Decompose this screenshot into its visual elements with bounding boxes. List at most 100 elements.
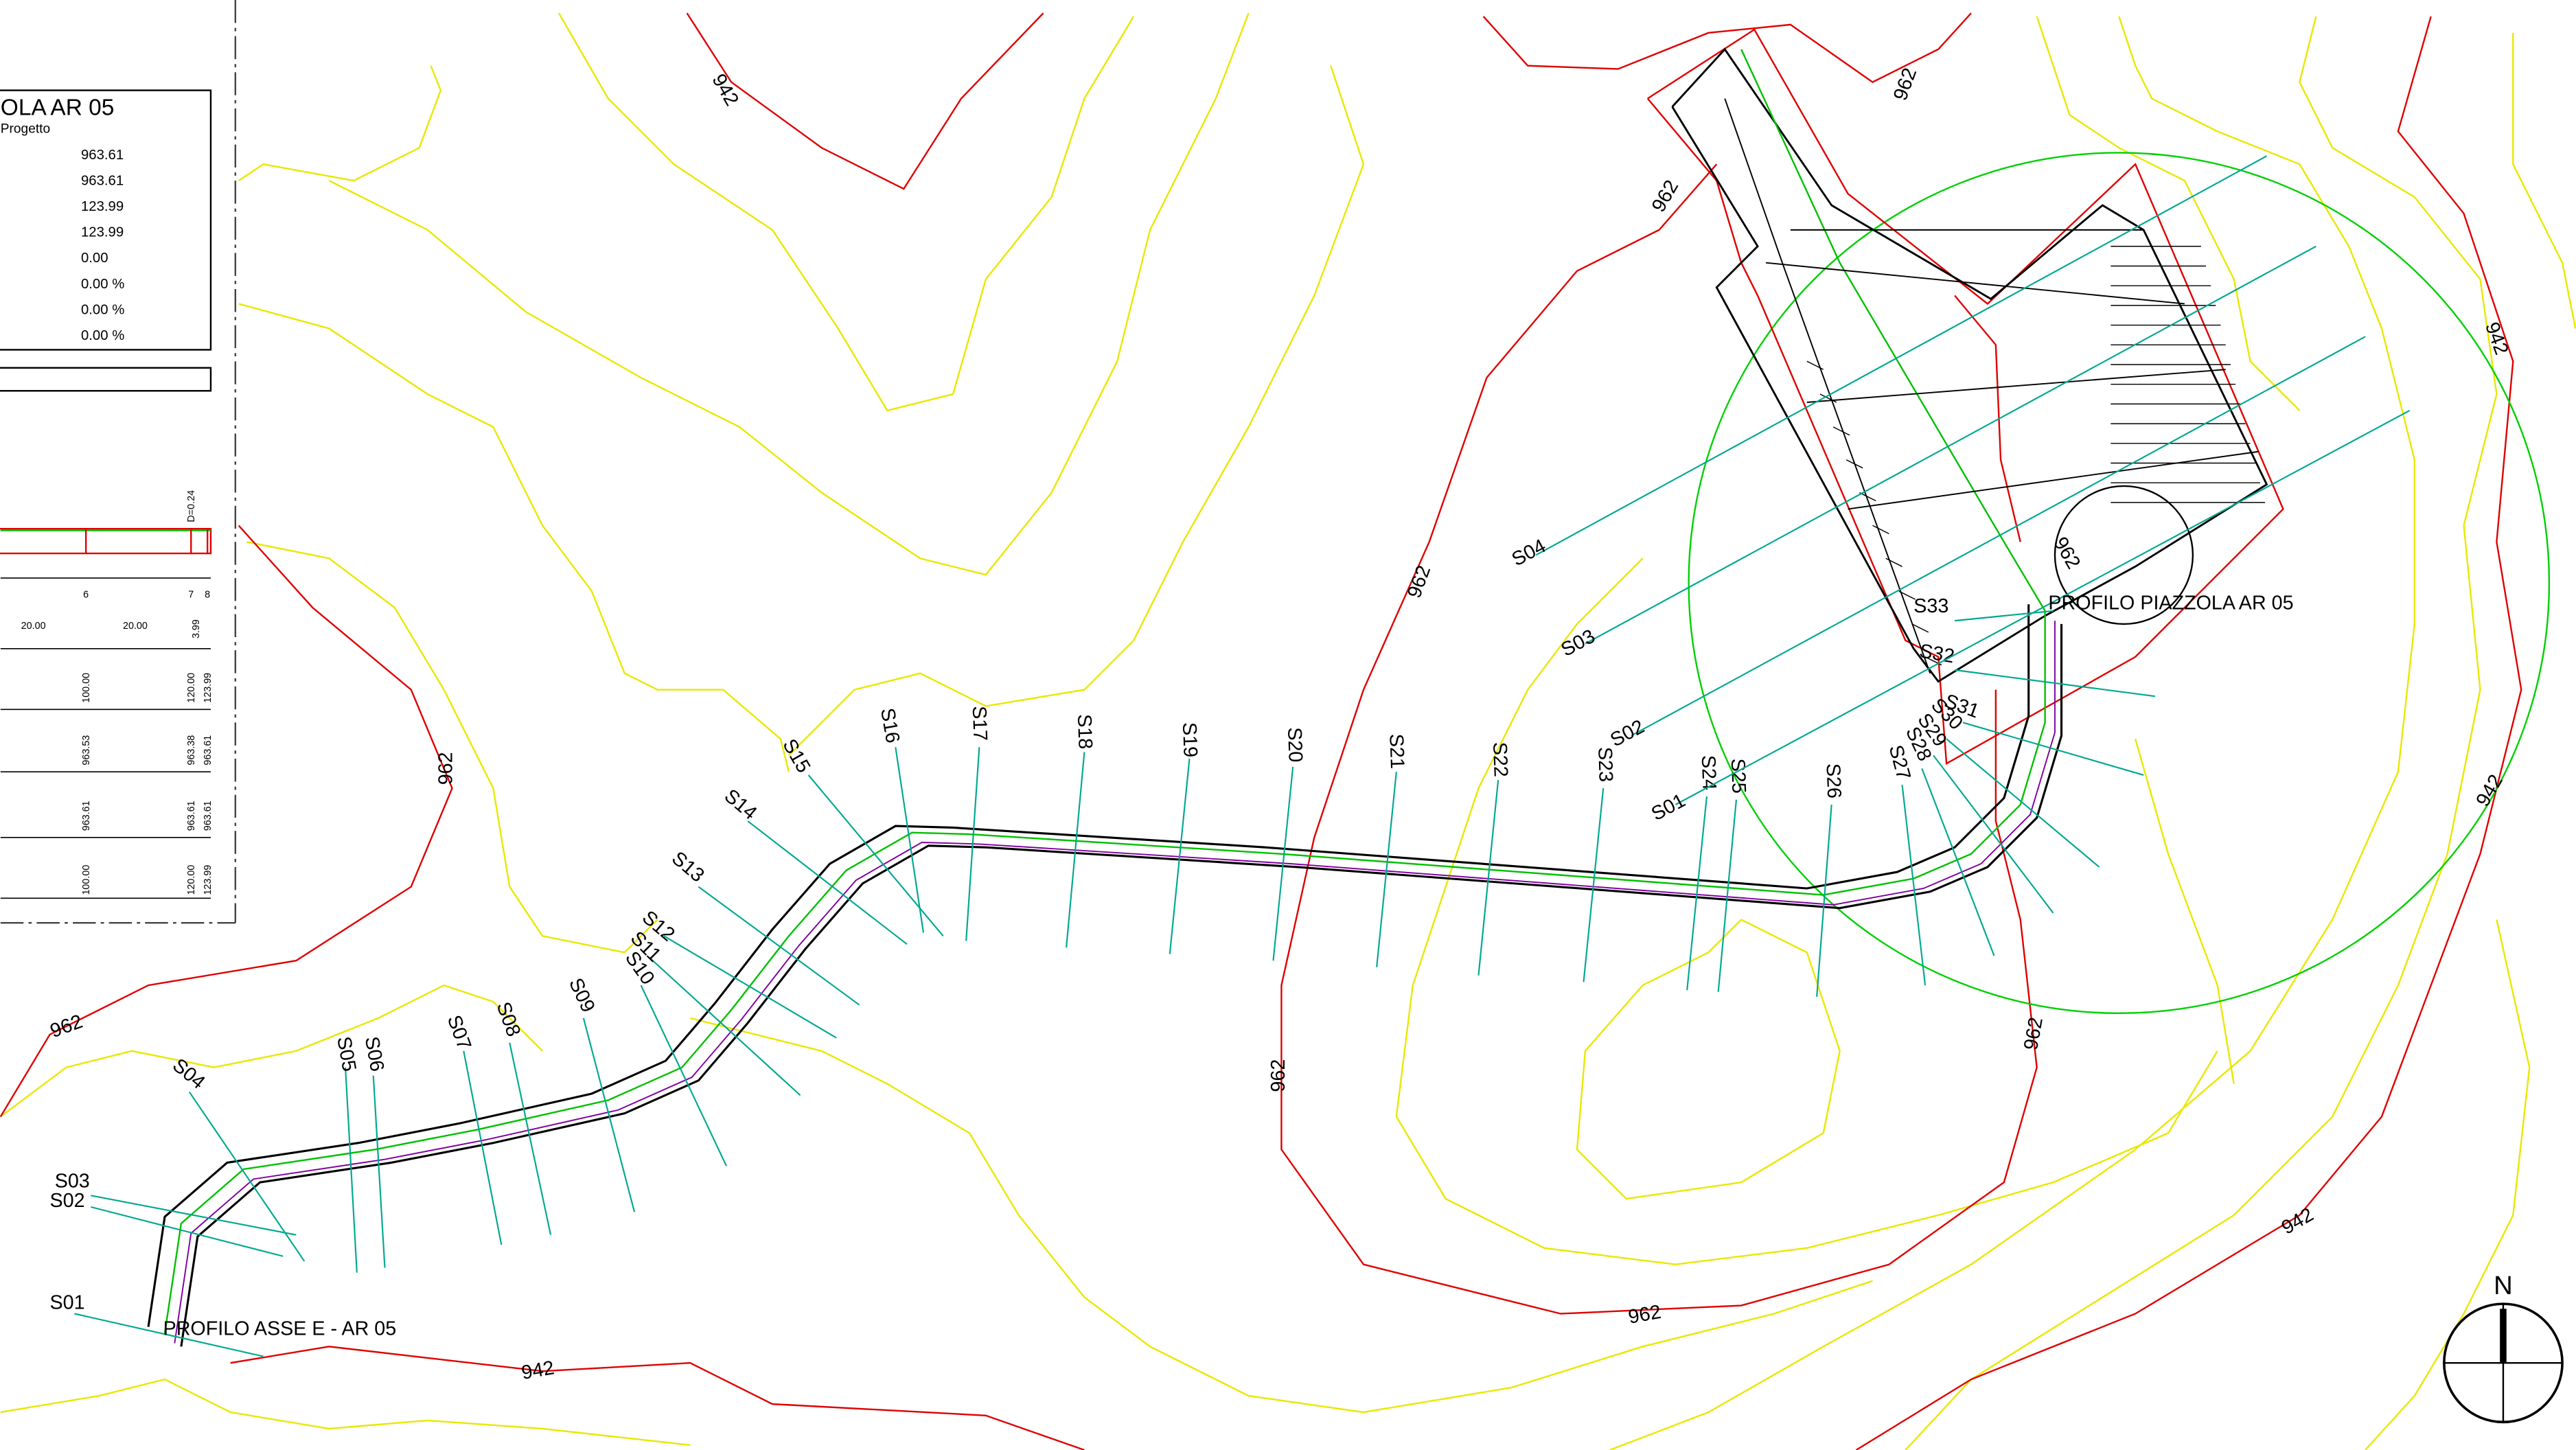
- profile-value: 100.00: [81, 865, 92, 895]
- section-line: [188, 1091, 306, 1262]
- contour-minor: [238, 303, 790, 772]
- section-label: S24: [1697, 755, 1721, 790]
- plaza-edge: [1671, 47, 2268, 683]
- section-label: S03: [55, 1170, 90, 1192]
- section-label: S08: [492, 999, 525, 1039]
- section-line: [509, 1042, 552, 1235]
- profile-value: 120.00: [186, 673, 197, 703]
- section-line: [1816, 804, 1832, 997]
- section-label: S06: [360, 1035, 388, 1073]
- contour-minor: [328, 12, 1250, 576]
- profile-distance: 20.00: [21, 621, 46, 632]
- plaza-line: [1765, 262, 2185, 305]
- hatch: [1911, 623, 1929, 633]
- section-label: S09: [564, 975, 599, 1016]
- section-label: S14: [720, 785, 761, 824]
- contour-label: 962: [1403, 562, 1435, 601]
- profile-value: 963.61: [203, 735, 214, 766]
- north-arrow: [2500, 1309, 2507, 1363]
- contour-minor: [1905, 16, 2498, 1450]
- contour-label: 962: [1267, 1059, 1289, 1092]
- section-label: S23: [1594, 746, 1617, 782]
- section-label: S01: [50, 1291, 85, 1313]
- profile-strip: [0, 527, 212, 555]
- contour-major: [0, 525, 453, 1118]
- section-line: [1272, 766, 1294, 961]
- hatch: [1819, 393, 1837, 403]
- section-line: [1946, 738, 2100, 868]
- plaza-axis: [1740, 49, 2046, 612]
- section-line: [1535, 155, 2268, 556]
- contour-label: 942: [2481, 319, 2512, 358]
- contour-minor: [2512, 32, 2576, 329]
- profile-station: 6: [83, 590, 89, 601]
- contour-minor: [788, 65, 1365, 757]
- contour-major: [1855, 16, 2522, 1450]
- panel-box: [0, 89, 212, 351]
- contour-major: [1954, 295, 2021, 542]
- section-line: [663, 935, 837, 1039]
- plaza-line: [1848, 450, 2259, 510]
- section-line: [640, 985, 727, 1166]
- contour-minor: [1576, 919, 1841, 1200]
- section-line: [1686, 796, 1707, 991]
- profile-value: 963.61: [203, 801, 214, 831]
- hatch: [1885, 557, 1902, 567]
- section-line: [1477, 780, 1499, 976]
- section-line: [1954, 669, 2156, 698]
- profile-grade: D=0.24: [186, 490, 197, 522]
- hatch: [1898, 590, 1916, 600]
- section-line: [1717, 799, 1738, 992]
- profile-value: 123.99: [203, 673, 214, 703]
- contour-minor: [690, 1017, 1873, 1414]
- panel-value: 0.00: [81, 251, 108, 266]
- section-line: [807, 774, 944, 937]
- contour-major: [1280, 163, 2038, 1315]
- contour-label: 942: [707, 70, 743, 109]
- section-line: [1631, 336, 2366, 737]
- hatch: [1832, 426, 1850, 436]
- road-edge: [147, 604, 2030, 1327]
- section-label: S16: [876, 706, 904, 745]
- profile-value: 100.00: [81, 673, 92, 703]
- profile-value: 963.53: [81, 735, 92, 766]
- section-line: [74, 1313, 264, 1357]
- contour-label: 962: [2049, 533, 2085, 573]
- section-line: [1954, 610, 2054, 622]
- contour-minor: [1609, 16, 2416, 1450]
- section-line: [1921, 768, 1995, 956]
- section-line: [1962, 722, 2144, 776]
- section-line: [895, 747, 925, 933]
- contour-major: [1482, 12, 1972, 83]
- contour-minor: [2365, 919, 2531, 1450]
- profile-value: 963.61: [81, 801, 92, 831]
- contour-label: 962: [1648, 176, 1683, 216]
- section-line: [747, 820, 908, 945]
- section-label: S19: [1178, 722, 1201, 758]
- section-line: [345, 1067, 358, 1273]
- section-line: [1169, 758, 1191, 954]
- plaza-limit: [1646, 28, 2284, 766]
- turn-circle: [2054, 485, 2194, 625]
- panel-value: 0.00 %: [81, 302, 124, 317]
- section-line: [1066, 752, 1085, 948]
- section-label: S20: [1283, 727, 1307, 763]
- section-line: [1585, 245, 2316, 645]
- section-label: S05: [332, 1035, 360, 1073]
- panel-box: [0, 367, 212, 392]
- section-label: S26: [1822, 763, 1845, 798]
- section-label: S33: [1913, 595, 1948, 617]
- contour-label: 962: [47, 1011, 86, 1042]
- contour-minor: [238, 65, 442, 182]
- panel-value: 123.99: [81, 199, 124, 214]
- hatch: [1872, 525, 1889, 534]
- profile-distance: 3.99: [191, 619, 202, 638]
- contour-minor: [0, 984, 543, 1118]
- profile-value: 963.61: [186, 801, 197, 831]
- profile-distance: 20.00: [123, 621, 148, 632]
- section-line: [698, 886, 860, 1006]
- contour-minor: [557, 12, 1135, 412]
- contour-major: [686, 12, 1044, 190]
